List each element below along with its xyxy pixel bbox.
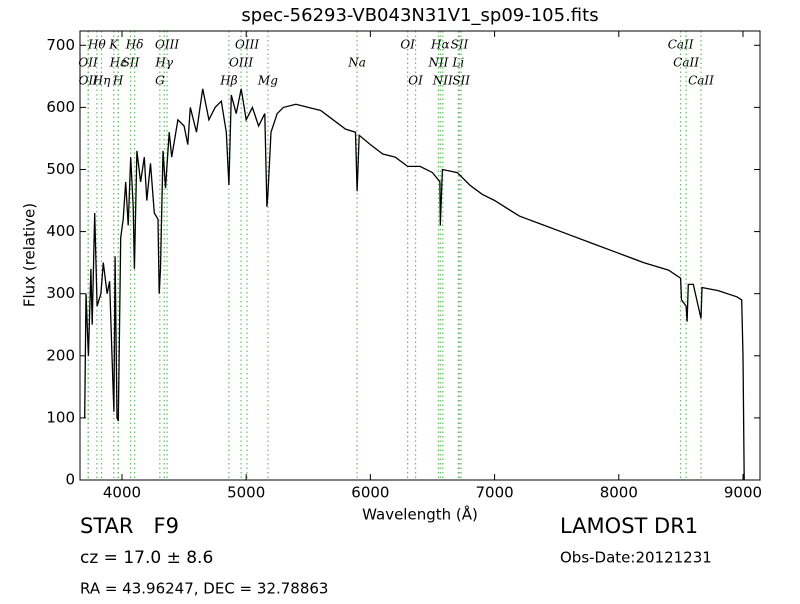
spectral-line-label: CaII [673, 56, 699, 70]
spectral-line-label: Hη [92, 74, 111, 88]
coordinates: RA = 43.96247, DEC = 32.78863 [80, 580, 328, 598]
spectral-line-label: Li [451, 56, 464, 70]
spectral-line-label: Mg [257, 74, 278, 88]
spectral-line-label: Na [347, 56, 366, 70]
x-tick-label: 6000 [351, 484, 389, 502]
spectral-line-label: Hθ [87, 38, 106, 52]
y-axis-label: Flux (relative) [21, 203, 39, 307]
spectral-line-label: OIII [155, 38, 179, 52]
spectral-line-label: Hγ [154, 56, 173, 70]
y-tick-label: 700 [46, 36, 75, 54]
chart-title: spec-56293-VB043N31V1_sp09-105.fits [241, 5, 598, 26]
y-tick-label: 400 [46, 222, 75, 240]
x-tick-label: 8000 [600, 484, 638, 502]
spectral-line-label: CaII [688, 74, 714, 88]
spectral-line-label: OIII [235, 38, 259, 52]
spectral-line-label: SII [452, 74, 470, 88]
x-tick-label: 4000 [103, 484, 141, 502]
y-tick-label: 500 [46, 160, 75, 178]
spectral-line-label: OI [408, 74, 423, 88]
spectral-line-label: NII [427, 56, 448, 70]
spectral-line-label: Hδ [125, 38, 144, 52]
survey: LAMOST DR1 [560, 514, 698, 538]
x-axis-label: Wavelength (Å) [362, 505, 478, 524]
plot-frame [79, 30, 761, 481]
object-class: STAR F9 [80, 514, 179, 538]
y-tick-label: 0 [65, 471, 75, 489]
spectral-line-label: OI [400, 38, 415, 52]
y-tick-label: 100 [46, 408, 75, 426]
y-tick-label: 300 [46, 284, 75, 302]
spectrum-line [84, 88, 745, 481]
y-tick-label: 200 [46, 346, 75, 364]
spectral-line-label: Hα [430, 38, 450, 52]
spectral-line-label: Hβ [219, 74, 237, 88]
x-tick-label: 5000 [227, 484, 265, 502]
spectral-line-label: G [155, 74, 165, 88]
y-tick-label: 600 [46, 98, 75, 116]
spectral-line-label: CaII [668, 38, 694, 52]
spectral-line-label: K [108, 38, 119, 52]
redshift: cz = 17.0 ± 8.6 [80, 548, 213, 568]
x-tick-label: 9000 [724, 484, 762, 502]
spectral-line-label: SII [122, 56, 140, 70]
obs-date: Obs-Date:20121231 [560, 549, 712, 567]
spectral-line-label: H [112, 74, 124, 88]
x-tick-label: 7000 [475, 484, 513, 502]
spectral-line-label: OIII [229, 56, 253, 70]
spectral-line-label: NII [432, 74, 453, 88]
spectral-line-label: OII [79, 74, 99, 88]
spectral-line-label: SII [451, 38, 469, 52]
